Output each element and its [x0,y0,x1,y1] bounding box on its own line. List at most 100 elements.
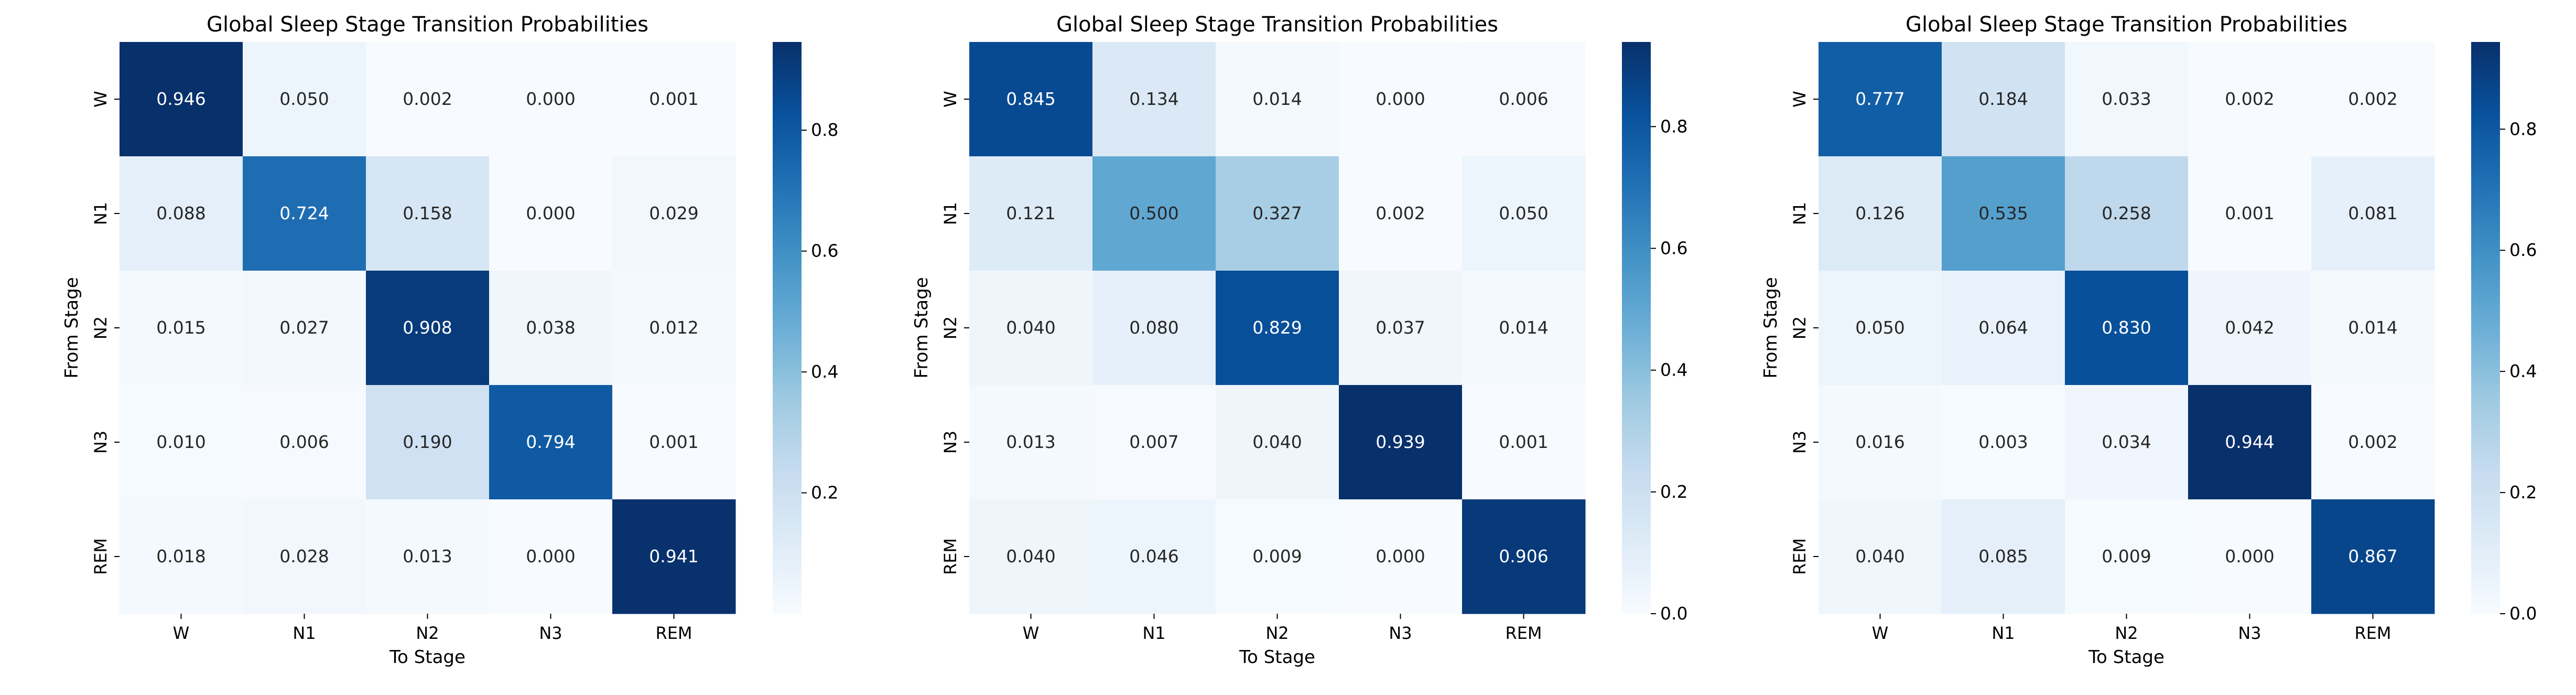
x-tick-label: N3 [1389,623,1412,643]
y-tick-label: N1 [91,202,111,225]
heatmap-cell [2065,385,2189,500]
heatmap-cell [1092,156,1216,271]
cell-value-label: 0.327 [1252,203,1302,223]
cell-value-label: 0.724 [279,203,329,223]
heatmap-panel-1: Global Sleep Stage Transition Probabilit… [61,13,838,668]
cell-value-label: 0.006 [1499,89,1548,109]
y-tick-label: W [91,91,111,108]
y-tick-label: N2 [940,316,960,339]
heatmap-cell [2311,385,2435,500]
heatmap-cell [1942,271,2065,386]
heatmap-cell [1339,385,1463,500]
cell-value-label: 0.040 [1252,432,1302,452]
cell-value-label: 0.037 [1376,317,1425,338]
x-tick-label: N1 [293,623,316,643]
heatmap-cell [1092,271,1216,386]
heatmap-cell [969,42,1093,157]
cell-value-label: 0.010 [156,432,205,452]
heatmap-cell [2065,156,2189,271]
colorbar [1622,42,1651,614]
y-tick-label: W [940,91,960,108]
x-tick-label: N3 [539,623,562,643]
heatmap-cell [120,156,243,271]
heatmap-cell [489,499,613,614]
heatmap-cell [612,42,736,157]
cell-value-label: 0.002 [2348,89,2397,109]
heatmap-cell [612,156,736,271]
cell-value-label: 0.033 [2102,89,2151,109]
cell-value-label: 0.908 [403,317,452,338]
heatmap-cell [120,271,243,386]
heatmap-cell [366,42,490,157]
cell-value-label: 0.050 [1499,203,1548,223]
cell-value-label: 0.829 [1252,317,1302,338]
x-tick-label: W [1872,623,1889,643]
x-tick-label: REM [1505,623,1542,643]
y-tick-label: REM [91,538,111,575]
cell-value-label: 0.002 [2225,89,2274,109]
y-tick-label: N3 [940,431,960,454]
cell-value-label: 0.845 [1006,89,1055,109]
heatmap-cell [2188,271,2312,386]
heatmap-cell [2188,42,2312,157]
colorbar-tick-label: 0.2 [2509,482,2537,502]
cell-value-label: 0.018 [156,546,205,566]
cell-value-label: 0.535 [1978,203,2028,223]
colorbar-tick-label: 0.4 [2509,361,2537,381]
heatmap-cell [1216,156,1339,271]
x-axis-label: To Stage [2088,647,2164,668]
cell-value-label: 0.000 [526,546,575,566]
cell-value-label: 0.002 [2348,432,2397,452]
cell-value-label: 0.001 [649,432,698,452]
cell-value-label: 0.500 [1129,203,1178,223]
cell-value-label: 0.001 [649,89,698,109]
cell-value-label: 0.134 [1129,89,1178,109]
cell-value-label: 0.000 [1376,546,1425,566]
heatmap-cell [2311,499,2435,614]
colorbar-tick-label: 0.6 [811,241,838,261]
heatmap-cell [1462,156,1586,271]
heatmap-cell [1339,271,1463,386]
x-axis-label: To Stage [389,647,466,668]
x-tick-label: N1 [1142,623,1165,643]
cell-value-label: 0.001 [1499,432,1548,452]
colorbar-tick-label: 0.6 [1660,238,1687,259]
cell-value-label: 0.012 [649,317,698,338]
cell-value-label: 0.000 [526,89,575,109]
cell-value-label: 0.013 [1006,432,1055,452]
y-tick-label: N2 [91,316,111,339]
colorbar-tick-label: 0.4 [1660,360,1687,380]
heatmap-cell [489,42,613,157]
heatmap-cell [243,499,366,614]
y-tick-label: N2 [1790,316,1810,339]
heatmap-cell [243,271,366,386]
cell-value-label: 0.046 [1129,546,1178,566]
heatmap-cell [2188,499,2312,614]
cell-value-label: 0.085 [1978,546,2028,566]
cell-value-label: 0.794 [526,432,575,452]
heatmap-cell [366,499,490,614]
heatmap-cell [612,385,736,500]
heatmap-cell [243,156,366,271]
heatmap-cell [243,42,366,157]
cell-value-label: 0.830 [2102,317,2151,338]
heatmap-cell [1339,42,1463,157]
cell-value-label: 0.038 [526,317,575,338]
heatmap-cell [612,499,736,614]
cell-value-label: 0.002 [1376,203,1425,223]
colorbar [773,42,802,614]
cell-value-label: 0.081 [2348,203,2397,223]
x-tick-label: REM [2354,623,2391,643]
heatmap-cell [489,385,613,500]
cell-value-label: 0.029 [649,203,698,223]
heatmap-cell [366,156,490,271]
cell-value-label: 0.258 [2102,203,2151,223]
heatmap-cell [2065,42,2189,157]
heatmap-cell [1339,499,1463,614]
heatmap-cell [366,271,490,386]
y-tick-label: N1 [1790,202,1810,225]
heatmap-cell [2311,156,2435,271]
heatmap-cell [1462,499,1586,614]
cell-value-label: 0.007 [1129,432,1178,452]
cell-value-label: 0.042 [2225,317,2274,338]
